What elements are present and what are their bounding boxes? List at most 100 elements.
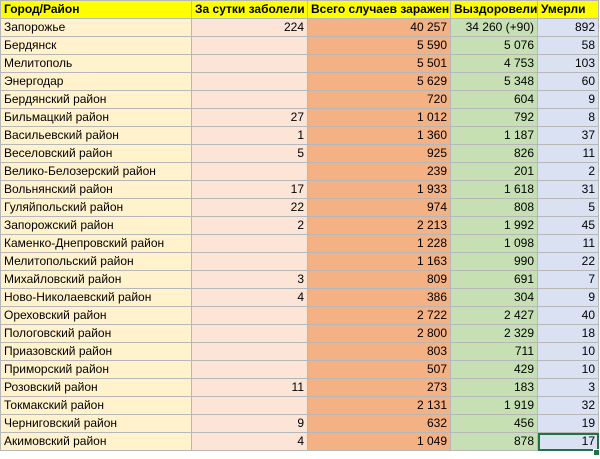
recovered-cell[interactable]: 1 618 — [450, 180, 538, 199]
deaths-cell[interactable]: 32 — [537, 396, 599, 415]
city-cell[interactable]: Васильевский район — [0, 126, 192, 145]
total-cases-cell[interactable]: 1 933 — [307, 180, 451, 199]
deaths-cell[interactable]: 9 — [537, 288, 599, 307]
daily-cases-cell[interactable]: 2 — [191, 216, 308, 235]
daily-cases-cell[interactable]: 3 — [191, 270, 308, 289]
deaths-cell[interactable]: 17 — [537, 432, 599, 451]
city-cell[interactable]: Токмакский район — [0, 396, 192, 415]
recovered-cell[interactable]: 5 076 — [450, 36, 538, 55]
recovered-cell[interactable]: 183 — [450, 378, 538, 397]
recovered-cell[interactable]: 826 — [450, 144, 538, 163]
city-cell[interactable]: Велико-Белозерский район — [0, 162, 192, 181]
total-cases-cell[interactable]: 1 163 — [307, 252, 451, 271]
daily-cases-cell[interactable]: 4 — [191, 288, 308, 307]
daily-cases-cell[interactable]: 224 — [191, 18, 308, 37]
total-cases-cell[interactable]: 720 — [307, 90, 451, 109]
city-cell[interactable]: Запорожье — [0, 18, 192, 37]
daily-cases-cell[interactable]: 5 — [191, 144, 308, 163]
daily-cases-cell[interactable]: 11 — [191, 378, 308, 397]
deaths-cell[interactable]: 10 — [537, 360, 599, 379]
header-total-cases[interactable]: Всего случаев заражения — [307, 0, 451, 19]
deaths-cell[interactable]: 11 — [537, 234, 599, 253]
deaths-cell[interactable]: 37 — [537, 126, 599, 145]
daily-cases-cell[interactable] — [191, 360, 308, 379]
total-cases-cell[interactable]: 1 012 — [307, 108, 451, 127]
deaths-cell[interactable]: 19 — [537, 414, 599, 433]
city-cell[interactable]: Вольнянский район — [0, 180, 192, 199]
daily-cases-cell[interactable] — [191, 306, 308, 325]
city-cell[interactable]: Веселовский район — [0, 144, 192, 163]
total-cases-cell[interactable]: 239 — [307, 162, 451, 181]
recovered-cell[interactable]: 1 187 — [450, 126, 538, 145]
deaths-cell[interactable]: 103 — [537, 54, 599, 73]
deaths-cell[interactable]: 40 — [537, 306, 599, 325]
recovered-cell[interactable]: 4 753 — [450, 54, 538, 73]
city-cell[interactable]: Запорожский район — [0, 216, 192, 235]
recovered-cell[interactable]: 2 427 — [450, 306, 538, 325]
header-recovered[interactable]: Выздоровели — [450, 0, 538, 19]
total-cases-cell[interactable]: 2 213 — [307, 216, 451, 235]
city-cell[interactable]: Бердянск — [0, 36, 192, 55]
recovered-cell[interactable]: 604 — [450, 90, 538, 109]
recovered-cell[interactable]: 1 098 — [450, 234, 538, 253]
recovered-cell[interactable]: 792 — [450, 108, 538, 127]
recovered-cell[interactable]: 34 260 (+90) — [450, 18, 538, 37]
daily-cases-cell[interactable] — [191, 36, 308, 55]
deaths-cell[interactable]: 892 — [537, 18, 599, 37]
city-cell[interactable]: Мелитопольский район — [0, 252, 192, 271]
city-cell[interactable]: Гуляйпольский район — [0, 198, 192, 217]
recovered-cell[interactable]: 201 — [450, 162, 538, 181]
total-cases-cell[interactable]: 5 629 — [307, 72, 451, 91]
total-cases-cell[interactable]: 925 — [307, 144, 451, 163]
city-cell[interactable]: Розовский район — [0, 378, 192, 397]
total-cases-cell[interactable]: 1 228 — [307, 234, 451, 253]
total-cases-cell[interactable]: 386 — [307, 288, 451, 307]
city-cell[interactable]: Бердянский район — [0, 90, 192, 109]
daily-cases-cell[interactable] — [191, 342, 308, 361]
deaths-cell[interactable]: 18 — [537, 324, 599, 343]
header-daily-cases[interactable]: За сутки заболели — [191, 0, 308, 19]
deaths-cell[interactable]: 10 — [537, 342, 599, 361]
total-cases-cell[interactable]: 2 722 — [307, 306, 451, 325]
total-cases-cell[interactable]: 803 — [307, 342, 451, 361]
daily-cases-cell[interactable] — [191, 90, 308, 109]
deaths-cell[interactable]: 60 — [537, 72, 599, 91]
fill-handle[interactable] — [593, 449, 600, 456]
total-cases-cell[interactable]: 2 800 — [307, 324, 451, 343]
city-cell[interactable]: Бильмацкий район — [0, 108, 192, 127]
city-cell[interactable]: Пологовский район — [0, 324, 192, 343]
total-cases-cell[interactable]: 1 049 — [307, 432, 451, 451]
deaths-cell[interactable]: 58 — [537, 36, 599, 55]
deaths-cell[interactable]: 11 — [537, 144, 599, 163]
daily-cases-cell[interactable]: 17 — [191, 180, 308, 199]
recovered-cell[interactable]: 429 — [450, 360, 538, 379]
city-cell[interactable]: Приазовский район — [0, 342, 192, 361]
daily-cases-cell[interactable]: 4 — [191, 432, 308, 451]
city-cell[interactable]: Приморский район — [0, 360, 192, 379]
header-deaths[interactable]: Умерли — [537, 0, 599, 19]
total-cases-cell[interactable]: 2 131 — [307, 396, 451, 415]
daily-cases-cell[interactable]: 22 — [191, 198, 308, 217]
daily-cases-cell[interactable] — [191, 72, 308, 91]
city-cell[interactable]: Ореховский район — [0, 306, 192, 325]
city-cell[interactable]: Мелитополь — [0, 54, 192, 73]
total-cases-cell[interactable]: 40 257 — [307, 18, 451, 37]
total-cases-cell[interactable]: 5 590 — [307, 36, 451, 55]
daily-cases-cell[interactable]: 27 — [191, 108, 308, 127]
city-cell[interactable]: Михайловский район — [0, 270, 192, 289]
deaths-cell[interactable]: 31 — [537, 180, 599, 199]
recovered-cell[interactable]: 1 992 — [450, 216, 538, 235]
daily-cases-cell[interactable] — [191, 162, 308, 181]
recovered-cell[interactable]: 1 919 — [450, 396, 538, 415]
deaths-cell[interactable]: 9 — [537, 90, 599, 109]
recovered-cell[interactable]: 711 — [450, 342, 538, 361]
deaths-cell[interactable]: 7 — [537, 270, 599, 289]
recovered-cell[interactable]: 2 329 — [450, 324, 538, 343]
recovered-cell[interactable]: 456 — [450, 414, 538, 433]
city-cell[interactable]: Энергодар — [0, 72, 192, 91]
daily-cases-cell[interactable] — [191, 54, 308, 73]
deaths-cell[interactable]: 3 — [537, 378, 599, 397]
total-cases-cell[interactable]: 1 360 — [307, 126, 451, 145]
deaths-cell[interactable]: 8 — [537, 108, 599, 127]
city-cell[interactable]: Каменко-Днепровский район — [0, 234, 192, 253]
